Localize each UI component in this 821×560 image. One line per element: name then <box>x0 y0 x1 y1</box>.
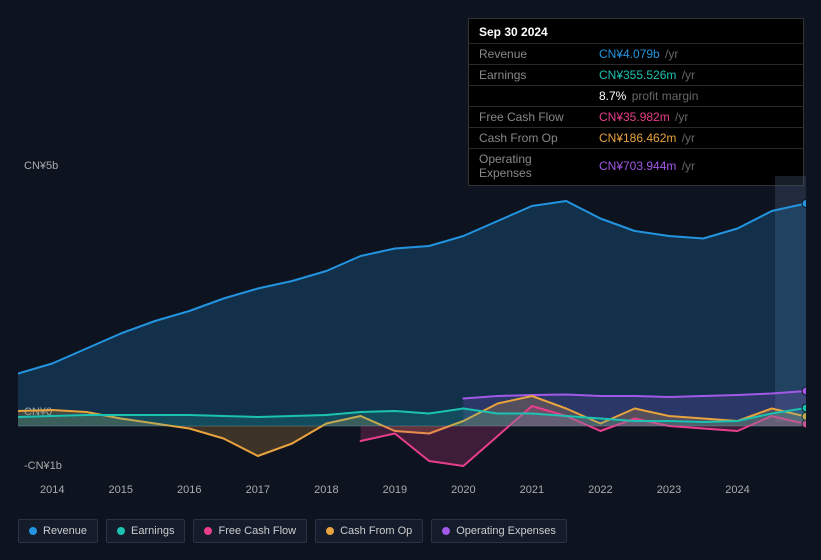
tooltip-label: Revenue <box>469 44 589 65</box>
legend-item[interactable]: Earnings <box>106 519 185 543</box>
tooltip-table: RevenueCN¥4.079b /yrEarningsCN¥355.526m … <box>469 43 803 183</box>
tooltip-row: 8.7% profit margin <box>469 86 803 107</box>
x-axis-tick: 2014 <box>40 484 64 496</box>
legend-item[interactable]: Operating Expenses <box>431 519 567 543</box>
x-axis-tick: 2021 <box>520 484 544 496</box>
x-axis-tick: 2019 <box>383 484 407 496</box>
x-axis-tick: 2023 <box>657 484 681 496</box>
tooltip-label: Free Cash Flow <box>469 107 589 128</box>
legend-dot-icon <box>326 527 334 535</box>
legend-label: Free Cash Flow <box>218 525 296 537</box>
x-axis-tick: 2015 <box>109 484 133 496</box>
tooltip-value: CN¥186.462m /yr <box>589 128 803 149</box>
financials-chart[interactable] <box>18 176 806 476</box>
legend-label: Revenue <box>43 525 87 537</box>
tooltip-value: 8.7% profit margin <box>589 86 803 107</box>
x-axis-tick: 2018 <box>314 484 338 496</box>
tooltip-row: EarningsCN¥355.526m /yr <box>469 65 803 86</box>
legend-item[interactable]: Cash From Op <box>315 519 423 543</box>
tooltip-label: Earnings <box>469 65 589 86</box>
legend-item[interactable]: Revenue <box>18 519 98 543</box>
legend-dot-icon <box>29 527 37 535</box>
legend-label: Cash From Op <box>340 525 412 537</box>
chart-legend: Revenue Earnings Free Cash Flow Cash From O… <box>18 519 567 543</box>
tooltip-label: Cash From Op <box>469 128 589 149</box>
x-axis-tick: 2022 <box>588 484 612 496</box>
legend-dot-icon <box>117 527 125 535</box>
legend-label: Earnings <box>131 525 174 537</box>
legend-dot-icon <box>204 527 212 535</box>
x-axis-tick: 2016 <box>177 484 201 496</box>
legend-label: Operating Expenses <box>456 525 556 537</box>
chart-tooltip: Sep 30 2024 RevenueCN¥4.079b /yrEarnings… <box>468 18 804 186</box>
legend-item[interactable]: Free Cash Flow <box>193 519 307 543</box>
tooltip-row: Cash From OpCN¥186.462m /yr <box>469 128 803 149</box>
tooltip-row: Free Cash FlowCN¥35.982m /yr <box>469 107 803 128</box>
legend-dot-icon <box>442 527 450 535</box>
tooltip-value: CN¥355.526m /yr <box>589 65 803 86</box>
tooltip-value: CN¥35.982m /yr <box>589 107 803 128</box>
tooltip-row: RevenueCN¥4.079b /yr <box>469 44 803 65</box>
x-axis: 2014 2015 2016 2017 2018 2019 2020 2021 2022 2023… <box>18 484 806 500</box>
tooltip-label <box>469 86 589 107</box>
y-axis-label: CN¥5b <box>24 160 58 172</box>
x-axis-tick: 2020 <box>451 484 475 496</box>
x-axis-tick: 2024 <box>725 484 749 496</box>
x-axis-tick: 2017 <box>246 484 270 496</box>
tooltip-value: CN¥4.079b /yr <box>589 44 803 65</box>
tooltip-date: Sep 30 2024 <box>469 25 803 43</box>
